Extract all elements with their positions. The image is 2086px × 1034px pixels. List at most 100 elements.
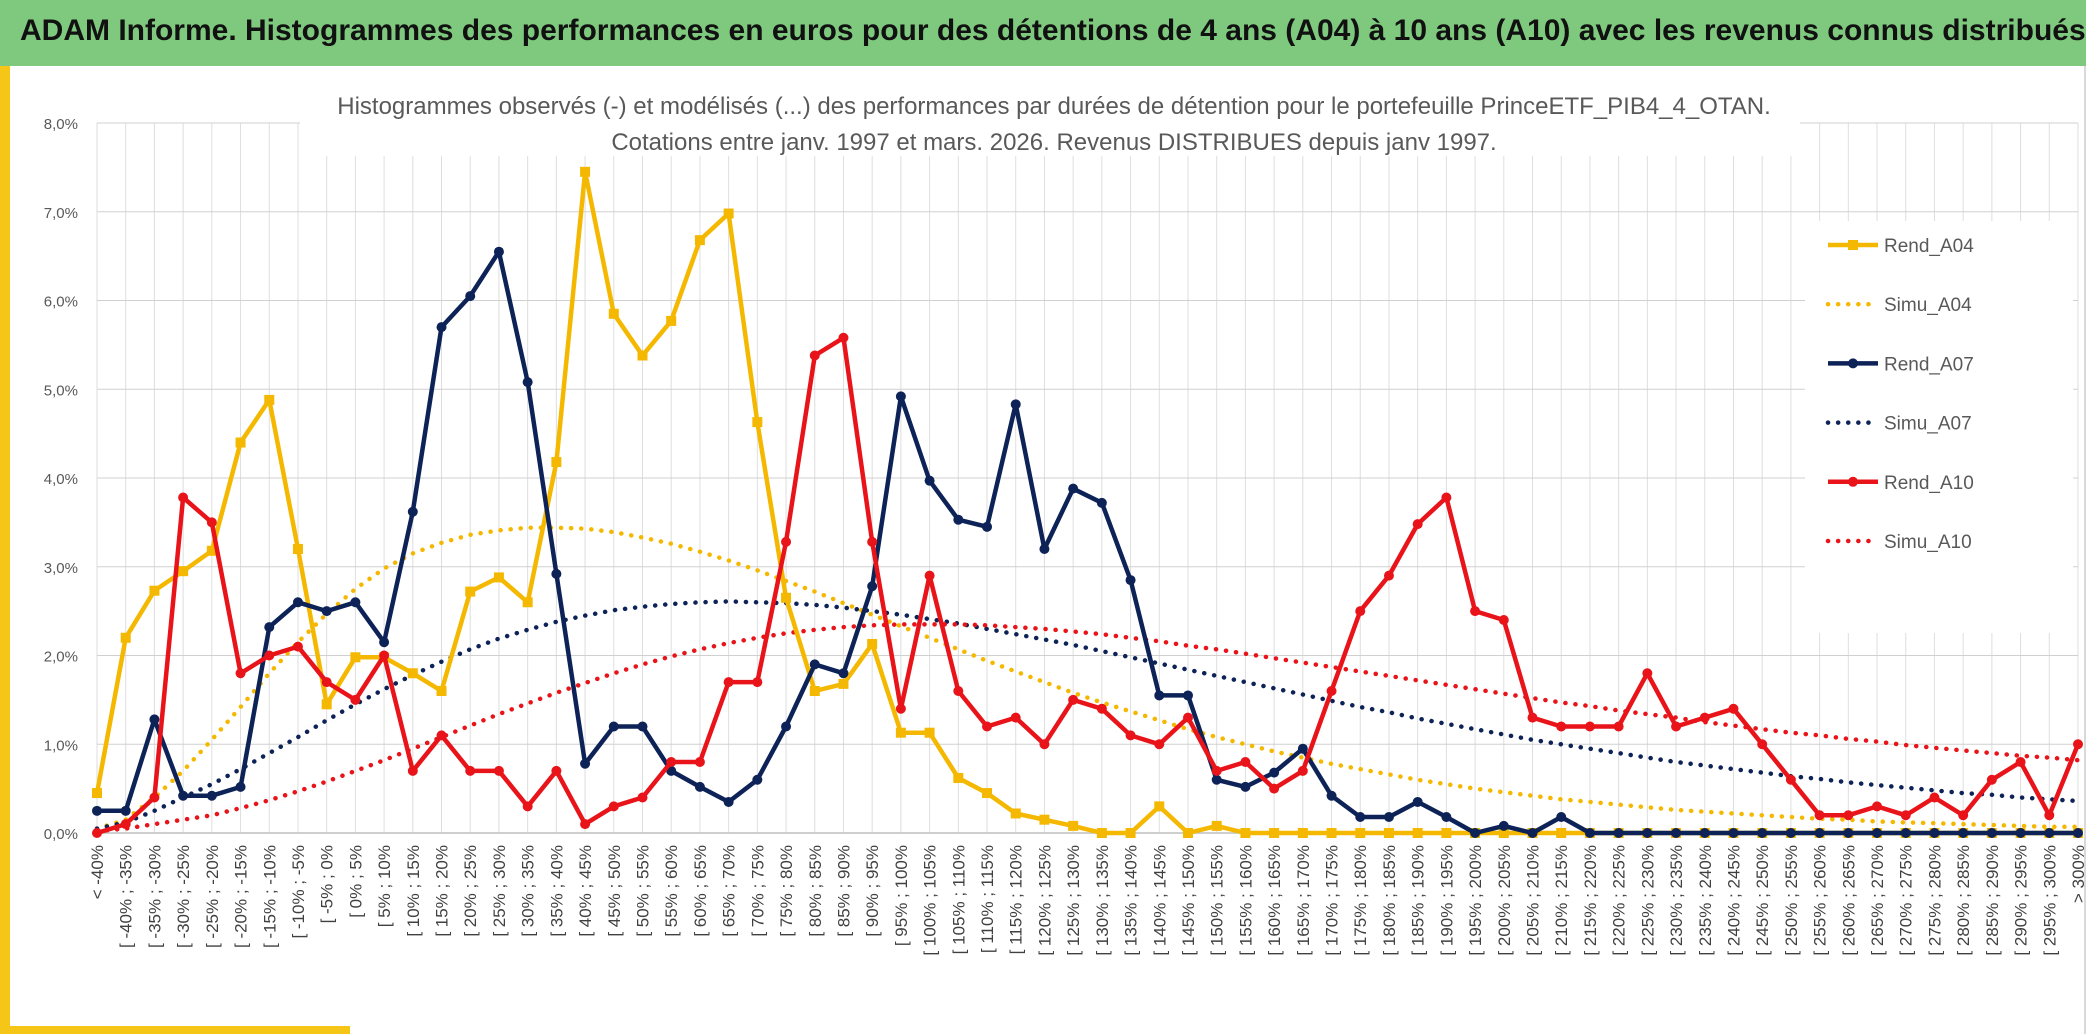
data-point-Rend_A10 [895, 703, 906, 714]
legend-item-Rend_A10: Rend_A10 [1828, 473, 1974, 494]
data-point-Rend_A07 [1441, 812, 1452, 823]
legend-label: Rend_A07 [1884, 354, 1974, 375]
series-line-Simu_A04 [94, 525, 2081, 831]
x-tick-label: [ 90% ; 95% [863, 845, 882, 937]
data-point-Rend_A10 [1182, 712, 1193, 723]
data-point-Rend_A10 [92, 828, 102, 838]
data-point-Rend_A10 [1269, 783, 1280, 794]
data-point-Rend_A10 [1671, 721, 1682, 732]
data-point-Rend_A10 [1096, 703, 1107, 714]
data-point-Rend_A04 [1355, 828, 1366, 838]
x-tick-label: [ 270% ; 275% [1897, 845, 1916, 956]
data-point-Rend_A04 [92, 788, 102, 799]
data-point-Rend_A04 [1498, 828, 1509, 838]
data-point-Rend_A07 [1039, 544, 1050, 554]
data-point-Rend_A10 [608, 801, 619, 812]
data-point-Rend_A07 [1556, 812, 1567, 823]
x-tick-label: [ 260% ; 265% [1839, 845, 1858, 956]
data-point-Rend_A07 [1929, 828, 1940, 838]
legend-background [1805, 221, 2073, 633]
data-point-Rend_A07 [1182, 690, 1193, 701]
data-point-Rend_A10 [781, 536, 792, 547]
data-point-Rend_A10 [1843, 810, 1854, 821]
y-tick-label: 0,0% [44, 826, 78, 843]
data-point-Rend_A10 [1383, 570, 1394, 581]
data-point-Rend_A10 [752, 677, 763, 688]
x-tick-label: [ 20% ; 25% [461, 845, 480, 937]
x-tick-label: [ 0% ; 5% [346, 845, 365, 918]
data-point-Rend_A07 [92, 805, 102, 816]
data-point-Rend_A04 [206, 545, 217, 556]
data-point-Rend_A07 [1584, 828, 1595, 838]
data-point-Rend_A07 [1297, 743, 1308, 754]
data-point-Rend_A07 [1154, 690, 1165, 701]
x-tick-label: [ 10% ; 15% [404, 845, 423, 937]
left-accent-bar [0, 66, 10, 1034]
data-point-Rend_A04 [1412, 828, 1423, 838]
data-point-Rend_A10 [436, 730, 447, 741]
data-point-Rend_A07 [1814, 828, 1825, 838]
x-tick-label: [ 120% ; 125% [1035, 845, 1054, 956]
data-point-Rend_A07 [895, 391, 906, 402]
data-point-Rend_A04 [723, 208, 734, 219]
x-tick-label: [ 280% ; 285% [1954, 845, 1973, 956]
data-point-Rend_A07 [867, 581, 878, 592]
data-point-Rend_A07 [321, 606, 332, 617]
page-title: ADAM Informe. Histogrammes des performan… [20, 14, 2086, 47]
x-tick-label: [ 30% ; 35% [519, 845, 538, 937]
data-point-Rend_A10 [379, 650, 390, 661]
data-point-Rend_A10 [2044, 810, 2055, 821]
data-point-Rend_A07 [1470, 828, 1481, 838]
data-point-Rend_A10 [264, 650, 275, 661]
data-point-Rend_A07 [1671, 828, 1682, 838]
data-point-Rend_A04 [1326, 828, 1337, 838]
data-point-Rend_A04 [924, 727, 935, 738]
x-tick-label: [ 60% ; 65% [691, 845, 710, 937]
chart-title-line1: Histogrammes observés (-) et modélisés (… [337, 93, 1771, 120]
data-point-Rend_A10 [1728, 703, 1739, 714]
data-point-Rend_A04 [551, 457, 562, 468]
data-point-Rend_A07 [264, 622, 275, 633]
x-tick-label: [ 265% ; 270% [1868, 845, 1887, 956]
x-tick-label: [ 25% ; 30% [490, 845, 509, 937]
data-point-Rend_A10 [924, 570, 935, 581]
data-point-Rend_A04 [1039, 814, 1050, 825]
data-point-Rend_A07 [1096, 497, 1107, 508]
x-tick-label: [ 185% ; 190% [1409, 845, 1428, 956]
data-point-Rend_A07 [694, 781, 705, 792]
data-point-Rend_A10 [1699, 712, 1710, 723]
x-tick-label: [ 210% ; 215% [1552, 845, 1571, 956]
x-tick-label: [ 80% ; 85% [806, 845, 825, 937]
x-tick-label: [ 255% ; 260% [1811, 845, 1830, 956]
y-tick-label: 2,0% [44, 649, 78, 666]
legend-marker [1848, 240, 1858, 250]
data-point-Rend_A07 [1383, 812, 1394, 823]
x-tick-label: [ 230% ; 235% [1667, 845, 1686, 956]
data-point-Rend_A10 [1814, 810, 1825, 821]
data-point-Rend_A04 [1269, 828, 1280, 838]
data-point-Rend_A04 [1556, 828, 1567, 838]
x-tick-label: [ 110% ; 115% [978, 845, 997, 953]
data-point-Rend_A04 [895, 727, 906, 738]
data-point-Rend_A04 [838, 678, 849, 689]
data-point-Rend_A07 [206, 790, 217, 801]
data-point-Rend_A10 [580, 819, 591, 830]
bottom-accent-bar [0, 1026, 350, 1034]
data-point-Rend_A04 [1240, 828, 1251, 838]
data-point-Rend_A07 [1125, 575, 1136, 586]
data-point-Rend_A04 [120, 632, 131, 643]
data-point-Rend_A07 [1843, 828, 1854, 838]
data-point-Rend_A10 [1986, 774, 1997, 785]
data-point-Rend_A10 [953, 686, 964, 696]
chart-title-background [300, 84, 1800, 156]
data-point-Rend_A04 [982, 788, 993, 799]
data-point-Rend_A10 [1355, 606, 1366, 617]
x-tick-label: [ 150% ; 155% [1208, 845, 1227, 956]
data-point-Rend_A04 [292, 544, 303, 554]
data-point-Rend_A10 [1958, 810, 1969, 821]
data-point-Rend_A07 [551, 568, 562, 579]
data-point-Rend_A07 [1412, 796, 1423, 807]
x-tick-label: [ 50% ; 55% [633, 845, 652, 937]
legend-label: Rend_A04 [1884, 236, 1974, 257]
chart-title-line2: Cotations entre janv. 1997 et mars. 2026… [611, 129, 1496, 156]
